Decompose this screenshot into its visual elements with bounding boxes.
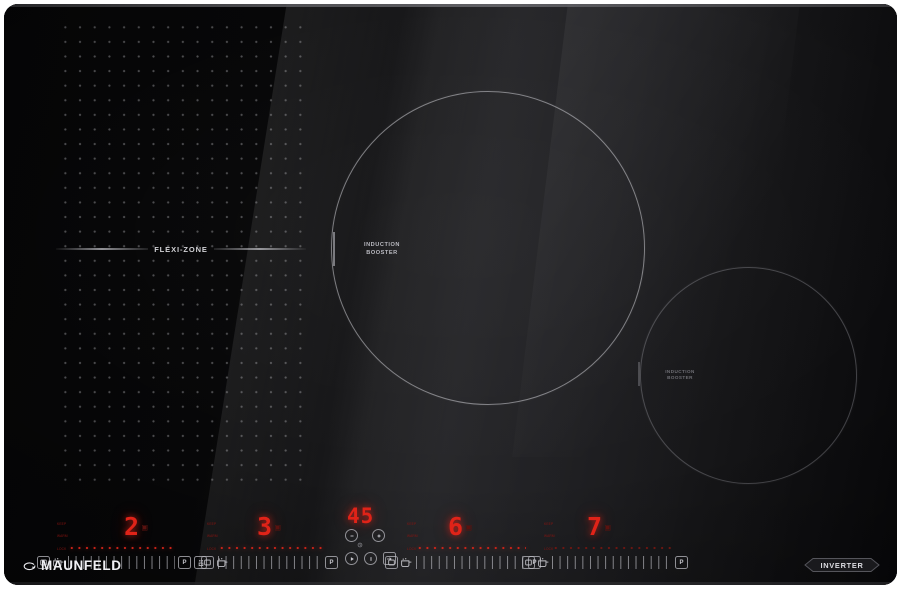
zone-1-boost-button[interactable]: P bbox=[178, 556, 191, 569]
control-panel: KEEP WARM LOCK 2 ▣ P bbox=[4, 473, 897, 585]
zone-4-legend-1: WARM bbox=[544, 533, 555, 539]
timer-keypad bbox=[345, 529, 397, 569]
zone-1-boost-label: P bbox=[182, 559, 187, 566]
maunfeld-mark-icon bbox=[23, 561, 36, 570]
zone-1-pan-detect-icon bbox=[53, 558, 64, 568]
zone-2-slider[interactable] bbox=[218, 556, 322, 569]
zone-4-power-icon[interactable] bbox=[522, 556, 535, 569]
timer-display: 45 bbox=[347, 504, 375, 528]
zone-3-pan-detect-icon bbox=[401, 558, 412, 568]
burner-small-label-line1: INDUCTION bbox=[665, 369, 695, 374]
zone-3-power-icon[interactable] bbox=[385, 556, 398, 569]
burner-ring-large[interactable] bbox=[331, 91, 645, 405]
burner-small-label: INDUCTION BOOSTER bbox=[639, 369, 721, 381]
flexi-zone-line-left bbox=[56, 248, 149, 250]
flexi-zone-dot-pattern[interactable] bbox=[56, 18, 306, 484]
zone-2-legend: KEEP WARM LOCK bbox=[207, 521, 218, 552]
zone-3-legend: KEEP WARM LOCK bbox=[407, 521, 418, 552]
zone-1-status-glyph: ▣ bbox=[142, 523, 149, 533]
timer-plus-button[interactable] bbox=[372, 529, 385, 542]
zone-3-status-glyph: ▣ bbox=[466, 523, 473, 533]
zone-4-progress-dots bbox=[552, 546, 672, 550]
burner-small-label-line2: BOOSTER bbox=[667, 375, 693, 381]
zone-3-legend-2: LOCK bbox=[407, 546, 417, 552]
zone-2-level-display: 3 bbox=[257, 512, 274, 541]
zone-4-legend-0: KEEP bbox=[544, 521, 554, 527]
burner-large-label-line2: BOOSTER bbox=[366, 249, 398, 256]
zone-4-legend-2: LOCK bbox=[544, 546, 554, 552]
flexi-zone-label: FLEXI-ZONE bbox=[154, 244, 208, 254]
zone-3-progress-dots bbox=[416, 546, 526, 550]
inverter-badge-shape-icon bbox=[804, 558, 880, 572]
zone-2-legend-0: KEEP bbox=[207, 521, 217, 527]
zone-2-status-glyph: ▣ bbox=[275, 523, 282, 533]
zone-2-power-icon[interactable] bbox=[201, 556, 214, 569]
zone-1-legend-1: WARM bbox=[57, 533, 68, 539]
zone-4-status-glyph: ▣ bbox=[605, 523, 612, 533]
zone-3-legend-1: WARM bbox=[407, 533, 418, 539]
zone-3-legend-0: KEEP bbox=[407, 521, 417, 527]
zone-2-boost-label: P bbox=[329, 559, 334, 566]
zone-1-legend: KEEP WARM LOCK bbox=[57, 521, 68, 552]
zone-3-slider[interactable] bbox=[416, 556, 526, 569]
zone-2-legend-1: WARM bbox=[207, 533, 218, 539]
zone-1-slider[interactable] bbox=[68, 556, 175, 569]
zone-2-pan-detect-icon bbox=[217, 558, 228, 568]
burner-large-label-tick bbox=[333, 232, 335, 266]
timer-minus-button[interactable] bbox=[345, 529, 358, 542]
zone-2-boost-button[interactable]: P bbox=[325, 556, 338, 569]
burner-small-label-tick bbox=[638, 362, 640, 386]
zone-4-level-display: 7 bbox=[587, 512, 604, 541]
cooktop-glass-panel: FLEXI-ZONE INDUCTION BOOSTER INDUCTION B… bbox=[4, 4, 897, 585]
zone-4-boost-button[interactable]: P bbox=[675, 556, 688, 569]
brand-logo: MAUNFELD bbox=[22, 558, 122, 573]
zone-1-keep-warm-button[interactable] bbox=[194, 556, 207, 569]
zone-3-level-display: 6 bbox=[448, 512, 465, 541]
panel-top-bevel bbox=[4, 4, 897, 7]
zone-2-legend-2: LOCK bbox=[207, 546, 217, 552]
zone-1-level-display: 2 bbox=[124, 512, 141, 541]
flexi-zone-label-group: FLEXI-ZONE bbox=[56, 242, 306, 256]
flexi-zone-line-right bbox=[213, 248, 306, 250]
inverter-badge: INVERTER bbox=[803, 557, 881, 573]
zone-4-slider[interactable] bbox=[552, 556, 672, 569]
burner-large-label: INDUCTION BOOSTER bbox=[334, 242, 430, 257]
brand-name: MAUNFELD bbox=[41, 558, 122, 573]
timer-indicator-icon bbox=[356, 541, 363, 548]
zone-1-power-icon[interactable] bbox=[37, 556, 50, 569]
zone-1-progress-dots bbox=[68, 546, 175, 550]
zone-2-progress-dots bbox=[218, 546, 322, 550]
zone-1-legend-0: KEEP bbox=[57, 521, 67, 527]
burner-large-label-line1: INDUCTION bbox=[363, 242, 401, 248]
inverter-badge-label: INVERTER bbox=[820, 560, 864, 570]
timer-clock-button[interactable] bbox=[383, 552, 396, 565]
power-button[interactable] bbox=[345, 552, 358, 565]
zone-4-boost-label: P bbox=[679, 559, 684, 566]
pause-button[interactable] bbox=[364, 552, 377, 565]
panel-bottom-bevel bbox=[4, 582, 897, 585]
burner-ring-small[interactable] bbox=[640, 267, 857, 484]
zone-4-legend: KEEP WARM LOCK bbox=[544, 521, 555, 552]
zone-1-legend-2: LOCK bbox=[57, 546, 67, 552]
zone-4-pan-detect-icon bbox=[538, 558, 549, 568]
